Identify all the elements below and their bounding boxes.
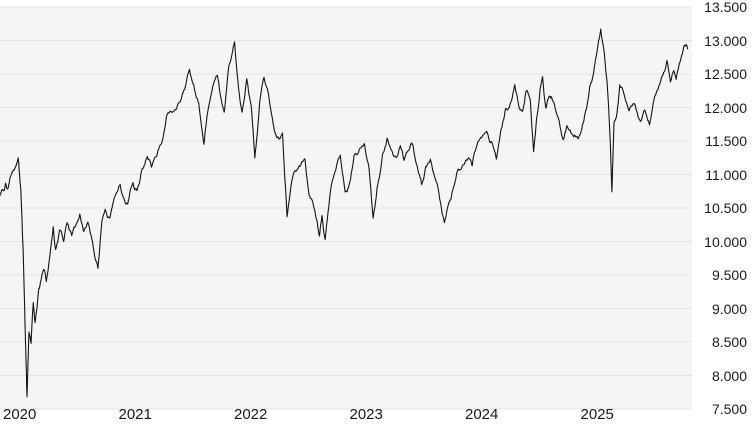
x-axis-label: 2025 (580, 406, 614, 423)
y-axis-label: 10.500 (704, 200, 747, 216)
x-axis-label: 2023 (349, 406, 383, 423)
y-axis-label: 12.000 (704, 99, 747, 116)
x-axis-label: 2022 (234, 406, 268, 423)
y-axis-label: 9.000 (711, 300, 747, 317)
price-line-series (0, 28, 689, 398)
y-axis-label: 13.500 (704, 0, 747, 15)
x-axis-label: 2020 (3, 406, 37, 423)
y-axis-label: 9.500 (711, 267, 747, 283)
y-axis-label: 8.500 (711, 334, 747, 350)
y-axis-label: 10.000 (704, 233, 747, 250)
x-axis-label: 2024 (465, 406, 499, 423)
y-axis-label: 11.500 (705, 133, 747, 149)
y-axis-label: 12.500 (704, 66, 747, 82)
y-axis-label: 8.000 (711, 367, 747, 384)
y-axis-label: 7.500 (711, 401, 747, 417)
x-axis-label: 2021 (118, 406, 152, 423)
y-axis-label: 13.000 (704, 32, 747, 49)
y-axis-label: 11.000 (705, 166, 747, 183)
